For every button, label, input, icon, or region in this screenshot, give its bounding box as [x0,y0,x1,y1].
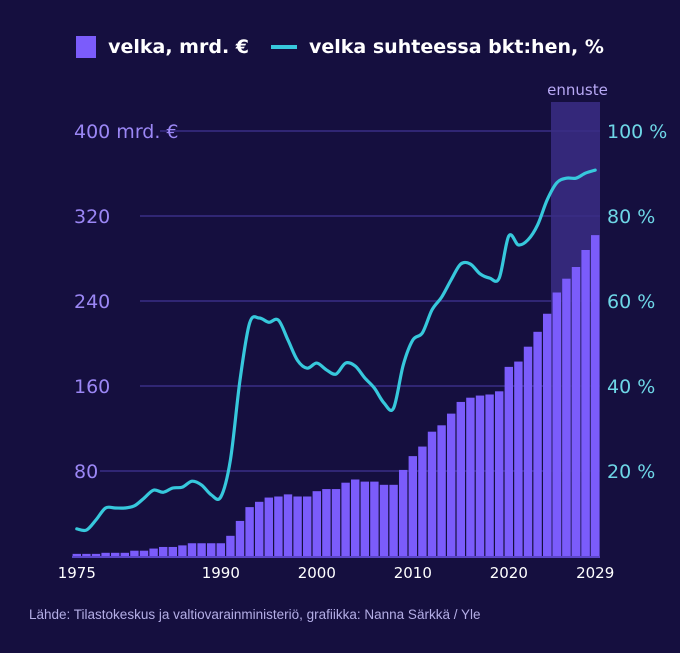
bar [130,550,139,556]
bar [408,456,417,556]
bar [120,552,129,556]
right-axis-tick-label: 40 % [607,376,655,398]
bar [466,397,475,556]
bar [168,546,177,556]
left-axis-tick-label: 160 [74,376,110,398]
bar [159,546,168,556]
bar [447,413,456,556]
bar [591,235,600,556]
bar [91,553,101,556]
legend-bar-swatch [76,36,97,58]
bar [111,552,120,556]
bar [82,553,91,556]
bar [571,267,581,556]
bar [495,391,504,556]
left-axis-tick-label: 400 mrd. € [74,121,179,143]
bar [274,496,283,556]
bar [283,494,293,556]
bar [341,482,350,556]
bar [331,489,341,556]
bar [504,366,513,556]
bar [264,497,273,556]
right-axis-tick-label: 60 % [607,291,655,313]
left-axis-tick-label: 240 [74,291,110,313]
bar [437,425,446,556]
bar [562,278,571,556]
bar [523,346,533,556]
bar [543,313,552,556]
left-axis-tick-label: 80 [74,461,98,483]
bar [514,361,523,556]
right-axis-tick-label: 80 % [607,206,655,228]
source-footer: Lähde: Tilastokeskus ja valtiovarainmini… [29,607,481,622]
x-axis-tick-label: 2020 [490,564,528,582]
bar [216,543,225,556]
bar [187,543,197,556]
x-axis-tick-label: 2029 [576,564,614,582]
x-axis-tick-label: 1975 [58,564,96,582]
bar [475,395,485,556]
x-axis-tick-label: 1990 [202,564,240,582]
bar [293,496,302,556]
bar [207,543,216,556]
bar [303,496,312,556]
bar [552,292,561,556]
bar [255,501,264,556]
bar [485,394,494,556]
legend: velka, mrd. € velka suhteessa bkt:hen, % [0,36,680,58]
debt-ratio-line [75,168,597,533]
x-axis-tick-label: 2000 [298,564,336,582]
legend-line-swatch [271,45,298,49]
bar [101,552,110,556]
bar [226,535,235,556]
bar [389,484,398,556]
bar [312,491,321,556]
bar [418,446,427,556]
right-axis-tick-label: 20 % [607,461,655,483]
forecast-label: ennuste [547,81,608,99]
bar [399,469,408,556]
bar [197,543,206,556]
bar [581,250,590,556]
bar [379,484,389,556]
bar [456,401,465,556]
legend-line-label: velka suhteessa bkt:hen, % [309,36,604,58]
right-axis-tick-label: 100 % [607,121,667,143]
bar [370,481,379,556]
bar [72,553,81,556]
bar [360,481,369,556]
bar [427,431,437,556]
bar [351,479,360,556]
bar [149,548,158,556]
bar [235,520,245,556]
left-axis-tick-label: 320 [74,206,110,228]
bar [178,545,187,556]
bar [322,489,331,556]
bar [533,331,542,556]
bar [245,507,254,556]
legend-bars-label: velka, mrd. € [108,36,250,58]
bar [139,550,149,556]
x-axis-tick-label: 2010 [394,564,432,582]
